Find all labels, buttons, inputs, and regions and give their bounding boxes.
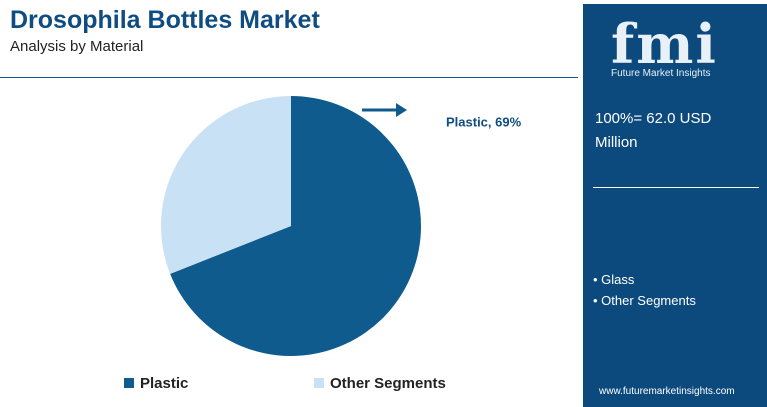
legend-swatch — [124, 378, 134, 388]
segment-text: Other Segments — [601, 293, 696, 308]
chart-subtitle: Analysis by Material — [10, 38, 144, 55]
legend-swatch — [314, 378, 324, 388]
segment-item: • Other Segments — [593, 293, 696, 308]
pie-slice — [160, 96, 291, 274]
panel-rule — [593, 187, 759, 188]
data-label: Plastic, 69% — [446, 114, 522, 129]
segment-text: Glass — [601, 272, 635, 287]
footer-url: www.futuremarketinsights.com — [599, 386, 735, 397]
side-panel: fmi Future Market Insights 100%= 62.0 US… — [583, 4, 767, 407]
legend-label: Plastic — [140, 375, 188, 392]
legend-label: Other Segments — [330, 375, 446, 392]
market-total: 100%= 62.0 USD Million — [595, 110, 712, 151]
arrow — [362, 103, 407, 117]
pie-slice — [170, 96, 422, 356]
segment-item: • Glass — [593, 272, 635, 287]
header-rule — [0, 77, 578, 78]
logo: fmi — [611, 12, 718, 76]
chart: Plastic, 69% Plastic Other Segments — [124, 96, 522, 392]
chart-title: Drosophila Bottles Market — [10, 6, 320, 34]
logo-text: Future Market Insights — [611, 68, 711, 79]
